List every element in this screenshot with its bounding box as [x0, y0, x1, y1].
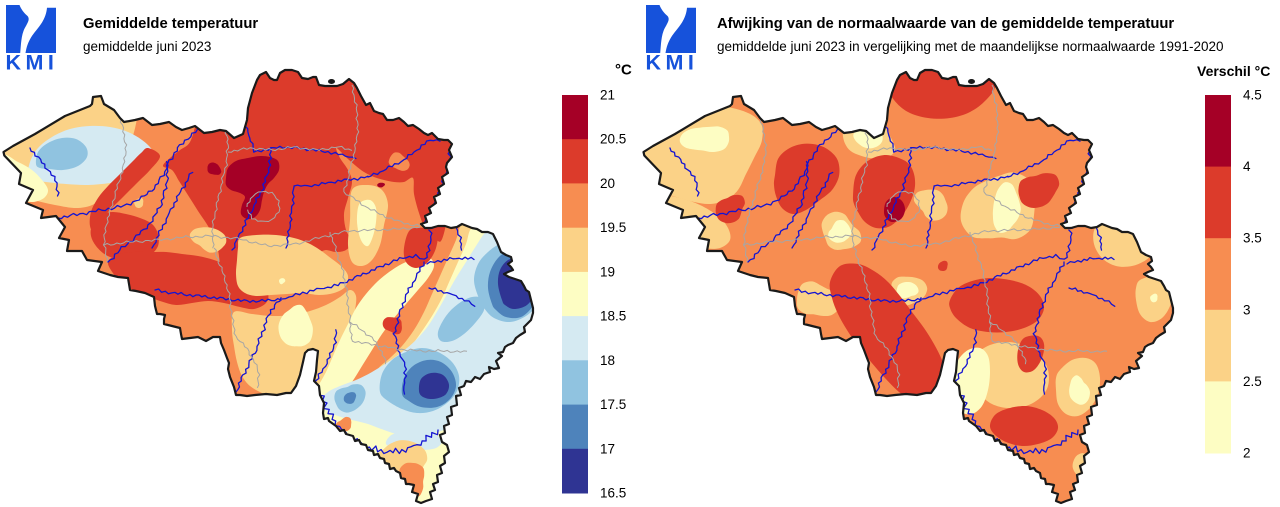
svg-text:KMI: KMI [646, 51, 698, 74]
svg-text:3: 3 [1243, 302, 1251, 317]
svg-text:KMI: KMI [6, 51, 58, 74]
svg-text:20.5: 20.5 [600, 132, 626, 147]
svg-text:20: 20 [600, 176, 615, 191]
svg-text:3.5: 3.5 [1243, 231, 1262, 246]
svg-text:18: 18 [600, 353, 615, 368]
svg-text:18.5: 18.5 [600, 309, 626, 324]
svg-text:°C: °C [615, 62, 632, 79]
svg-text:4.5: 4.5 [1243, 88, 1262, 103]
svg-text:21: 21 [600, 88, 615, 103]
svg-text:4: 4 [1243, 159, 1251, 174]
svg-text:Verschil °C: Verschil °C [1197, 63, 1270, 79]
svg-text:17.5: 17.5 [600, 397, 626, 412]
svg-text:2.5: 2.5 [1243, 374, 1262, 389]
svg-text:17: 17 [600, 441, 615, 456]
svg-text:2: 2 [1243, 446, 1251, 461]
svg-text:19.5: 19.5 [600, 220, 626, 235]
svg-text:16.5: 16.5 [600, 486, 626, 501]
svg-text:19: 19 [600, 264, 615, 279]
